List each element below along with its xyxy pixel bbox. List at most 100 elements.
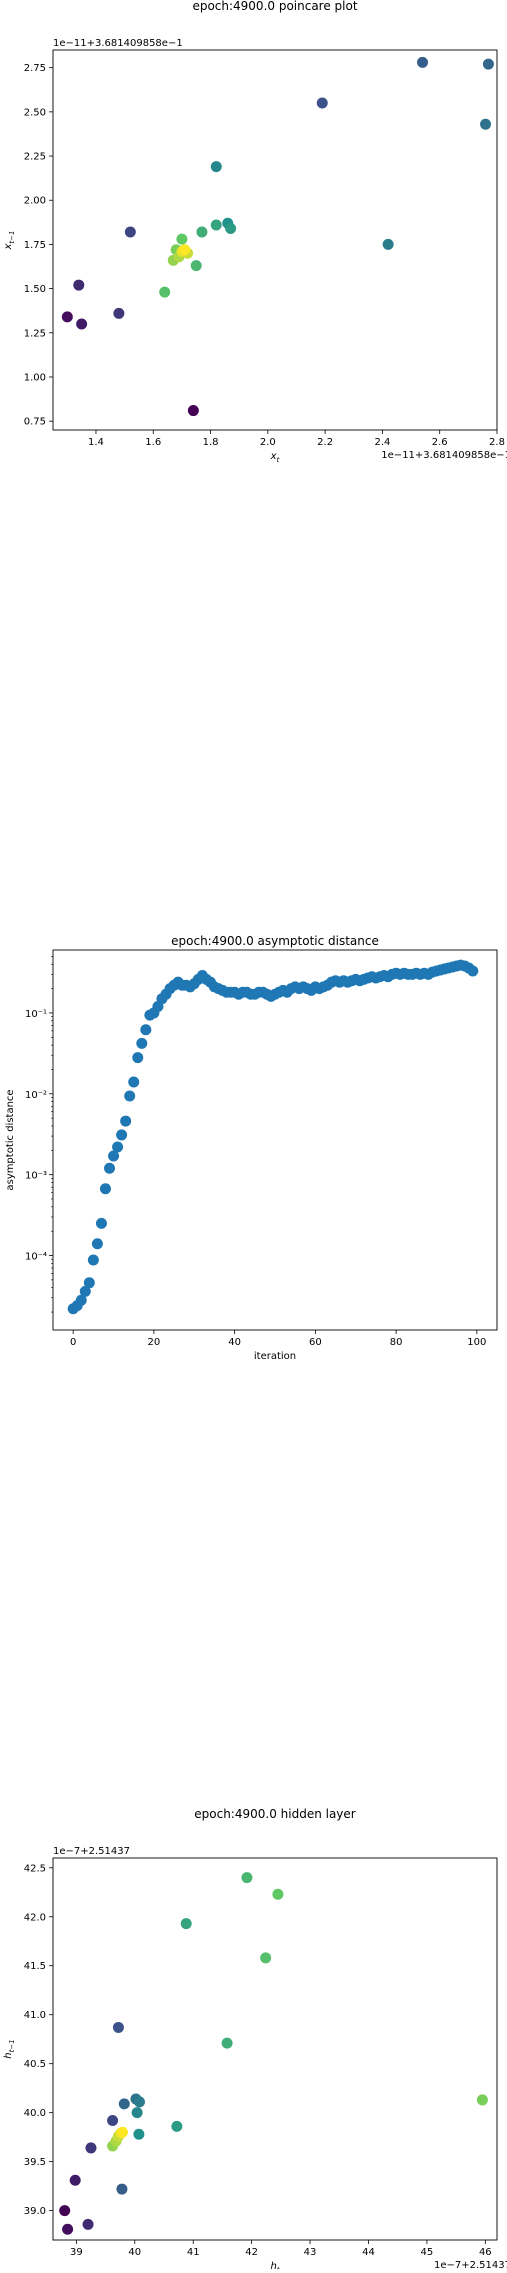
y-tick-label: 2.00 [24, 196, 46, 207]
hidden-point [69, 2174, 81, 2186]
distance-point [128, 1076, 140, 1088]
hidden-point [131, 2107, 143, 2119]
poincare-point [113, 307, 125, 319]
hidden-point [260, 1952, 272, 1964]
x-tick-label: 80 [390, 1337, 403, 1348]
x-tick-label: 2.6 [432, 437, 448, 448]
poincare-point [417, 56, 429, 68]
distance-point [124, 1090, 136, 1102]
hidden-layer-panel: epoch:4900.0 hidden layer 1e−7+2.51437 1e−… [3, 1807, 507, 2273]
x-tick-label: 42 [245, 2247, 258, 2258]
y-tick-label: 2.25 [24, 152, 46, 163]
distance-point [91, 1238, 103, 1250]
poincare-point [480, 118, 492, 130]
x-tick-label: 1.8 [203, 437, 219, 448]
x-tick-label: 2.2 [317, 437, 333, 448]
axes-frame [52, 1857, 498, 2241]
x-tick-label: 1.4 [88, 437, 104, 448]
x-tick-label: 0 [70, 1337, 76, 1348]
hidden-point [241, 1872, 253, 1884]
x-tick-label: 45 [421, 2247, 434, 2258]
distance-point [75, 1294, 87, 1306]
distance-point [83, 1277, 95, 1289]
x-axis-label: xt [270, 451, 280, 464]
x-tick-label: 43 [304, 2247, 317, 2258]
axes-frame [52, 949, 498, 1331]
poincare-point [176, 233, 188, 245]
hidden-point [107, 2115, 119, 2127]
hidden-point [112, 2021, 124, 2033]
y-tick-label: 39.0 [24, 2206, 46, 2217]
hidden-point [133, 2128, 145, 2140]
poincare-point [316, 97, 328, 109]
poincare-point [76, 318, 88, 330]
axes-frame [52, 49, 498, 431]
y-tick-label: 41.0 [24, 2010, 46, 2021]
poincare-point [187, 405, 199, 417]
distance-point [120, 1115, 132, 1127]
hidden-point [272, 1888, 284, 1900]
hidden-point [180, 1918, 192, 1930]
x-tick-label: 2.8 [489, 437, 505, 448]
hidden-point [59, 2205, 71, 2217]
y-offset-label: 1e−7+2.51437 [53, 1846, 130, 1857]
poincare-point [61, 311, 73, 323]
poincare-point [190, 260, 202, 272]
distance-point [132, 1052, 144, 1064]
hidden-point [133, 2096, 145, 2108]
distance-point [116, 1129, 128, 1141]
y-offset-label: 1e−11+3.681409858e−1 [53, 38, 183, 49]
y-tick-label: 1.75 [24, 240, 46, 251]
distance-point [136, 1037, 148, 1049]
distance-point [79, 1285, 91, 1297]
y-tick-label: 2.75 [24, 63, 46, 74]
y-tick-label: 10⁻³ [25, 1171, 47, 1182]
y-tick-label: 10⁻⁴ [25, 1252, 47, 1263]
y-tick-label: 1.00 [24, 372, 46, 383]
poincare-point [179, 244, 191, 256]
y-tick-label: 10⁻² [25, 1090, 47, 1101]
hidden-point [62, 2223, 74, 2235]
hidden-point [117, 2126, 129, 2138]
poincare-plot-panel: epoch:4900.0 poincare plot 1e−11+3.681409… [3, 0, 507, 464]
distance-point [140, 1024, 152, 1036]
x-offset-label: 1e−7+2.51437 [434, 2260, 507, 2269]
x-tick-label: 44 [362, 2247, 375, 2258]
asymptotic-distance-panel: epoch:4900.0 asymptotic distance 0 20 40 60 8… [5, 934, 498, 1362]
x-tick-label: 1.6 [145, 437, 161, 448]
x-tick-label: 46 [479, 2247, 492, 2258]
y-tick-label: 41.5 [24, 1961, 46, 1972]
poincare-point [73, 279, 85, 291]
y-tick-label: 1.50 [24, 284, 46, 295]
x-tick-label: 39 [70, 2247, 83, 2258]
chart-title: epoch:4900.0 asymptotic distance [171, 934, 379, 948]
x-tick-label: 41 [187, 2247, 200, 2258]
y-tick-label: 40.5 [24, 2059, 46, 2070]
hidden-point [171, 2120, 183, 2132]
y-tick-label: 10⁻¹ [25, 1009, 47, 1020]
y-tick-label: 0.75 [24, 417, 46, 428]
y-axis-label: xt−1 [3, 231, 16, 251]
hidden-point [82, 2218, 94, 2230]
x-axis-label: ht [270, 2261, 279, 2269]
distance-point [108, 1150, 120, 1162]
x-offset-label: 1e−11+3.681409858e−1 [381, 450, 507, 461]
poincare-point [210, 219, 222, 231]
y-tick-label: 1.25 [24, 328, 46, 339]
poincare-point [382, 238, 394, 250]
distance-point [99, 1183, 111, 1195]
chart-title: epoch:4900.0 poincare plot [192, 0, 357, 13]
y-tick-label: 39.5 [24, 2157, 46, 2168]
y-tick-label: 40.0 [24, 2108, 46, 2119]
x-tick-label: 40 [228, 1337, 241, 1348]
x-tick-label: 20 [148, 1337, 161, 1348]
hidden-point [118, 2098, 130, 2110]
chart-title: epoch:4900.0 hidden layer [194, 1807, 356, 1821]
x-axis-label: iteration [254, 1351, 296, 1362]
x-tick-label: 2.4 [374, 437, 390, 448]
distance-point [104, 1162, 116, 1174]
poincare-point [196, 226, 208, 238]
x-tick-label: 2.0 [260, 437, 276, 448]
y-axis-label: asymptotic distance [5, 1089, 16, 1190]
